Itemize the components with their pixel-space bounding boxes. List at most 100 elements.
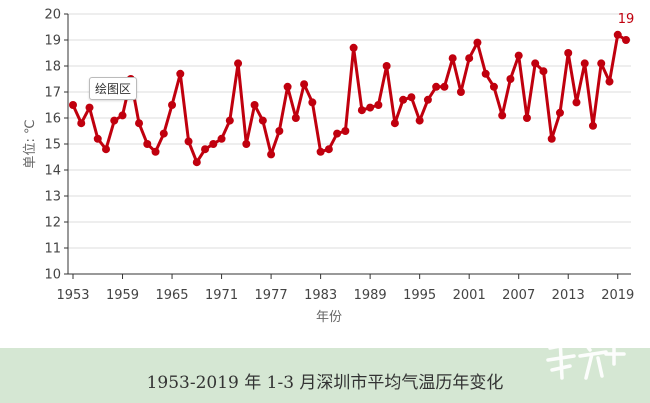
data-point[interactable] — [159, 129, 168, 138]
data-point[interactable] — [291, 114, 300, 122]
data-point[interactable] — [366, 103, 375, 112]
data-point[interactable] — [242, 140, 251, 148]
x-tick-label: 1995 — [403, 288, 436, 303]
data-point[interactable] — [572, 98, 581, 107]
data-point[interactable] — [93, 134, 102, 143]
data-point[interactable] — [564, 49, 573, 57]
data-point[interactable] — [168, 101, 177, 109]
data-point[interactable] — [333, 129, 342, 138]
data-point[interactable] — [118, 111, 127, 120]
data-point[interactable] — [382, 62, 391, 70]
x-tick-label: 1977 — [255, 288, 288, 303]
data-point[interactable] — [176, 69, 185, 78]
data-point[interactable] — [415, 116, 424, 125]
x-tick-label: 2013 — [552, 288, 585, 303]
data-point[interactable] — [498, 111, 507, 120]
data-point[interactable] — [209, 140, 218, 148]
y-tick-label: 18 — [44, 60, 61, 75]
data-point[interactable] — [151, 147, 160, 156]
watermark-logo-icon — [546, 336, 626, 380]
data-point[interactable] — [217, 134, 226, 143]
x-tick-label: 1989 — [354, 288, 387, 303]
data-point[interactable] — [539, 67, 548, 76]
y-tick-label: 20 — [44, 8, 61, 23]
data-point[interactable] — [407, 93, 416, 102]
data-point[interactable] — [143, 140, 152, 148]
y-tick-label: 16 — [44, 112, 61, 127]
data-point[interactable] — [192, 158, 201, 167]
data-point[interactable] — [258, 116, 267, 125]
data-point[interactable] — [316, 147, 325, 156]
data-point[interactable] — [605, 77, 614, 86]
x-tick-label: 1983 — [304, 288, 337, 303]
data-point[interactable] — [135, 119, 144, 128]
y-tick-label: 14 — [44, 164, 61, 179]
series-line — [71, 33, 627, 164]
data-point[interactable] — [531, 59, 540, 68]
caption-bar — [0, 348, 650, 403]
x-tick-label: 1953 — [56, 288, 89, 303]
y-axis-label: 单位: ℃ — [23, 119, 38, 168]
data-point[interactable] — [201, 145, 210, 154]
data-point[interactable] — [102, 145, 111, 154]
data-point[interactable] — [506, 75, 515, 83]
data-point[interactable] — [234, 59, 243, 68]
x-tick-label: 1965 — [155, 288, 188, 303]
data-point[interactable] — [275, 127, 284, 135]
data-point[interactable] — [514, 51, 523, 60]
data-points — [69, 30, 630, 167]
data-point[interactable] — [324, 145, 333, 154]
data-point[interactable] — [225, 116, 234, 125]
data-point[interactable] — [77, 119, 86, 128]
data-point[interactable] — [250, 101, 259, 109]
data-point[interactable] — [555, 108, 564, 117]
data-point[interactable] — [613, 30, 622, 39]
data-point[interactable] — [622, 36, 630, 44]
data-point[interactable] — [399, 95, 408, 104]
data-point[interactable] — [283, 82, 292, 91]
data-point[interactable] — [300, 80, 309, 89]
y-tick-label: 13 — [44, 190, 61, 205]
data-point[interactable] — [184, 137, 193, 146]
y-tick-label: 17 — [44, 86, 61, 101]
data-point[interactable] — [588, 121, 597, 130]
data-point[interactable] — [374, 101, 383, 109]
data-point[interactable] — [349, 43, 358, 52]
data-point[interactable] — [267, 150, 276, 159]
x-tick-label: 2001 — [453, 288, 486, 303]
x-axis-label: 年份 — [316, 310, 342, 325]
x-tick-label: 2007 — [502, 288, 535, 303]
y-tick-labels: 10 11 12 13 14 15 16 17 18 19 20 — [44, 8, 68, 283]
data-point[interactable] — [448, 54, 457, 63]
y-tick-label: 10 — [44, 268, 61, 283]
y-tick-label: 15 — [44, 138, 61, 153]
data-point[interactable] — [522, 114, 531, 122]
x-tick-labels: 1953 1959 1965 1971 1977 1983 1989 1995 2001 2007… — [56, 274, 634, 303]
data-point[interactable] — [432, 82, 441, 91]
data-point[interactable] — [547, 134, 556, 143]
data-point[interactable] — [440, 82, 449, 91]
grid-lines — [68, 13, 631, 249]
y-tick-label: 11 — [44, 242, 61, 257]
x-tick-label: 1959 — [106, 288, 139, 303]
chart-caption: 1953-2019 年 1-3 月深圳市平均气温历年变化 — [146, 373, 504, 393]
data-point[interactable] — [489, 82, 498, 91]
data-point[interactable] — [69, 101, 77, 109]
data-point[interactable] — [390, 119, 399, 128]
data-point[interactable] — [456, 88, 465, 96]
data-point[interactable] — [423, 95, 432, 104]
data-point[interactable] — [473, 38, 482, 47]
data-point[interactable] — [341, 127, 350, 135]
tooltip-plot-area: 绘图区 — [89, 77, 138, 100]
data-point[interactable] — [465, 54, 474, 63]
x-tick-label: 2019 — [601, 288, 634, 303]
data-point[interactable] — [110, 116, 119, 125]
data-point[interactable] — [357, 106, 366, 115]
data-point[interactable] — [308, 98, 317, 107]
x-tick-label: 1971 — [205, 288, 238, 303]
data-point[interactable] — [481, 69, 490, 78]
data-point[interactable] — [597, 59, 606, 68]
data-point[interactable] — [85, 103, 94, 112]
data-point[interactable] — [580, 59, 589, 68]
